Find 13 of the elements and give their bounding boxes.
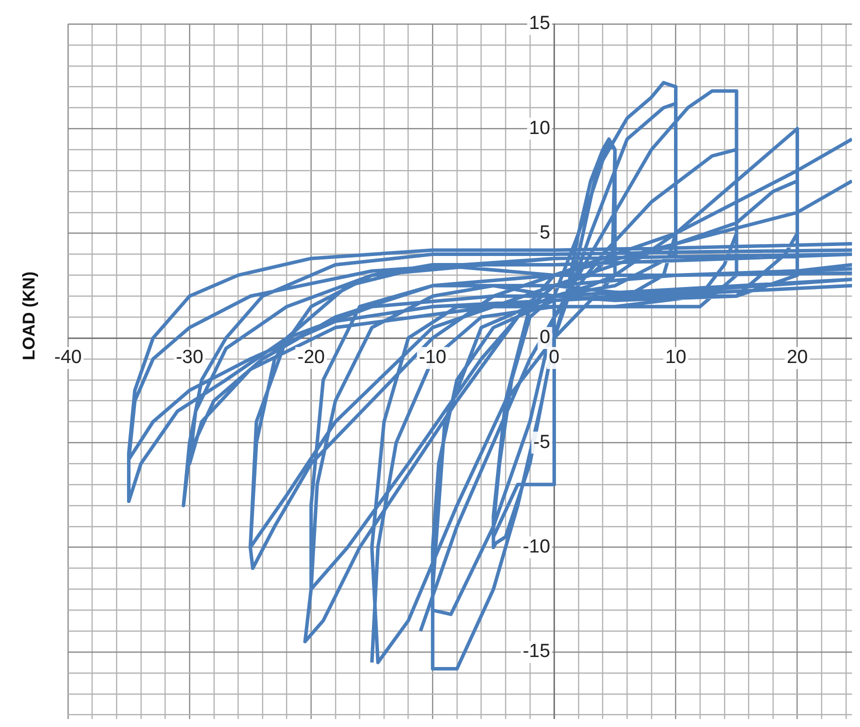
y-tick-label: 15: [529, 13, 550, 34]
x-tick-label: -30: [176, 347, 204, 368]
y-tick-label: 10: [529, 118, 550, 139]
y-tick-label: 5: [540, 222, 550, 244]
y-tick-label: 0: [540, 327, 550, 348]
x-tick-label: -20: [297, 347, 325, 368]
y-tick-label: -5: [533, 432, 550, 453]
x-tick-label: -40: [54, 347, 82, 368]
x-tick-label: 10: [665, 347, 686, 368]
x-tick-label: 20: [786, 347, 808, 368]
y-tick-label: -15: [522, 641, 550, 662]
y-tick-label: -10: [522, 536, 550, 558]
y-axis-title: LOAD (KN): [20, 272, 39, 360]
